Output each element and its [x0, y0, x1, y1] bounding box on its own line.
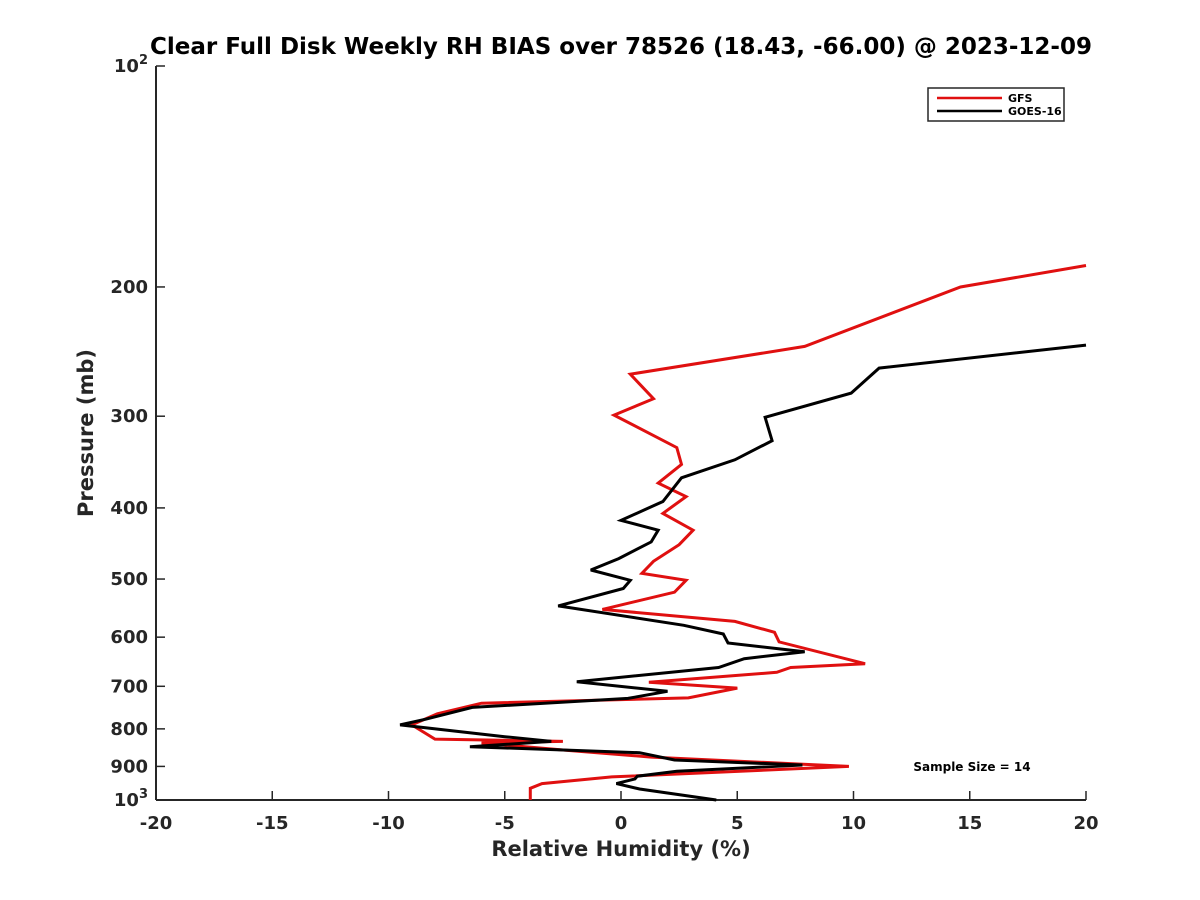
series-lines	[399, 264, 1087, 802]
x-tick-label: 10	[841, 813, 866, 834]
x-tick-label: 15	[957, 813, 982, 834]
y-tick-label: 500	[110, 569, 148, 590]
y-tick-label: 103	[114, 787, 148, 811]
x-tick-label: 0	[615, 813, 628, 834]
legend: GFS GOES-16	[927, 87, 1065, 122]
x-tick-label: -15	[256, 813, 289, 834]
y-axis-label: Pressure (mb)	[74, 349, 98, 517]
x-axis-label: Relative Humidity (%)	[491, 837, 750, 861]
y-tick-label: 200	[110, 277, 148, 298]
x-tick-label: -20	[140, 813, 173, 834]
legend-box	[927, 87, 1065, 122]
y-tick-label: 400	[110, 498, 148, 519]
legend-label-gfs: GFS	[1008, 92, 1033, 105]
sample-size-note: Sample Size = 14	[913, 760, 1030, 774]
legend-label-goes16: GOES-16	[1008, 105, 1062, 118]
y-tick-label: 900	[110, 756, 148, 777]
series-line-goes16	[399, 343, 1087, 802]
plot-area: -20 -15 -10 -5 0 5 10 15 20 102 200 300 400 500 600 70…	[110, 53, 1098, 834]
x-tick-label: -10	[372, 813, 405, 834]
y-ticks: 102 200 300 400 500 600 700 800 900 103	[110, 53, 165, 811]
x-tick-label: 20	[1073, 813, 1098, 834]
y-tick-label: 300	[110, 406, 148, 427]
series-line-gfs	[408, 264, 1087, 800]
x-ticks: -20 -15 -10 -5 0 5 10 15 20	[140, 791, 1099, 834]
chart-title: Clear Full Disk Weekly RH BIAS over 7852…	[150, 34, 1092, 60]
y-tick-label: 800	[110, 719, 148, 740]
y-tick-label: 600	[110, 627, 148, 648]
x-tick-label: 5	[731, 813, 744, 834]
y-tick-label: 102	[114, 53, 148, 77]
x-tick-label: -5	[495, 813, 515, 834]
y-tick-label: 700	[110, 676, 148, 697]
